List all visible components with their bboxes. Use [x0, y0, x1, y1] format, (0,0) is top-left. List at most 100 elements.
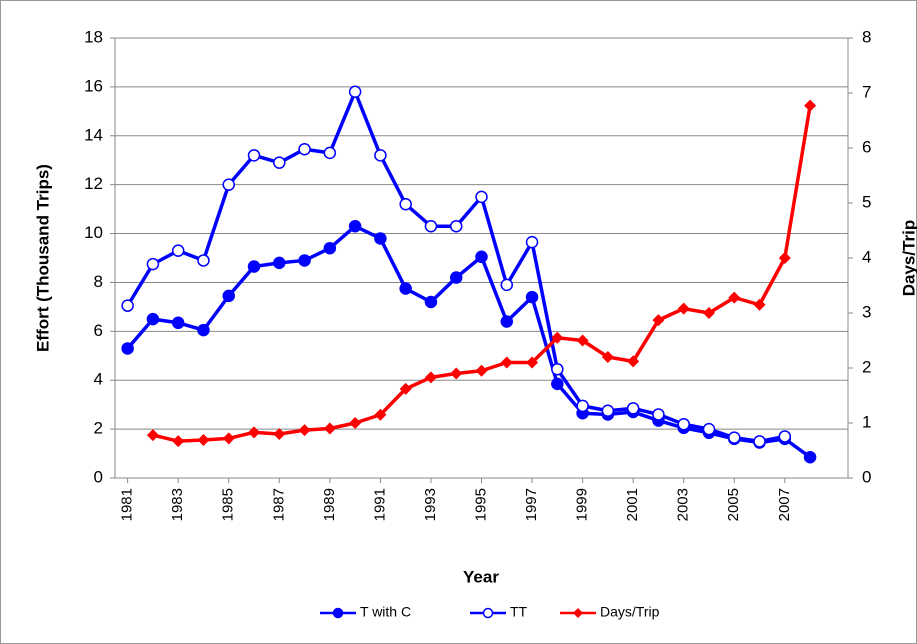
x-tick-label: 1983: [169, 488, 186, 521]
data-point: [171, 316, 185, 330]
y-tick-label: 18: [84, 27, 103, 46]
y-tick-label: 16: [84, 76, 103, 95]
legend-item: T with C: [320, 604, 411, 620]
data-point: [323, 422, 336, 435]
y-tick-label: 8: [94, 272, 103, 291]
x-tick-label: 1993: [422, 488, 439, 521]
x-tick-label: 1981: [119, 488, 136, 521]
data-point: [450, 367, 463, 380]
data-point: [778, 252, 791, 264]
x-tick-label: 2001: [624, 488, 641, 521]
data-point: [374, 149, 387, 162]
y2-tick-label: 5: [862, 192, 871, 211]
data-point: [424, 371, 437, 384]
data-point: [273, 428, 286, 440]
legend-label: Days/Trip: [600, 604, 660, 620]
data-point: [424, 219, 438, 233]
data-point: [652, 314, 665, 327]
legend-marker: [573, 608, 583, 618]
data-point: [626, 402, 640, 415]
y2-tick-label: 4: [862, 247, 871, 266]
data-point: [551, 362, 564, 376]
legend-label: T with C: [360, 604, 411, 620]
data-point: [197, 434, 210, 447]
data-point: [576, 334, 589, 347]
data-point: [500, 356, 513, 369]
y-tick-label: 4: [94, 370, 103, 389]
data-point: [348, 219, 362, 233]
data-point: [702, 307, 715, 319]
x-tick-label: 1995: [472, 488, 489, 521]
data-point: [374, 408, 387, 421]
data-point: [197, 323, 210, 337]
data-point: [753, 298, 766, 311]
x-tick-label: 2007: [776, 488, 793, 521]
y2-tick-label: 6: [862, 137, 871, 156]
y-tick-label: 0: [94, 467, 103, 486]
data-point: [399, 282, 412, 295]
y2-tick-label: 7: [862, 82, 871, 101]
data-point: [702, 422, 716, 436]
x-tick-label: 1999: [574, 488, 591, 521]
data-point: [475, 250, 488, 264]
y2-tick-label: 3: [862, 302, 871, 321]
data-point: [146, 257, 160, 271]
data-point: [728, 291, 741, 304]
data-point: [677, 417, 690, 431]
data-point: [172, 435, 185, 448]
data-point: [247, 260, 261, 273]
data-point: [627, 355, 640, 368]
y-tick-label: 2: [94, 419, 103, 438]
data-point: [146, 429, 159, 442]
data-point: [576, 399, 589, 413]
data-point: [449, 219, 463, 233]
data-point: [323, 241, 337, 255]
x-tick-label: 2003: [675, 488, 692, 521]
data-point: [475, 190, 488, 204]
series-line: [126, 224, 812, 459]
data-point: [778, 430, 792, 443]
data-point: [374, 232, 387, 245]
legend-item: Days/Trip: [560, 604, 660, 620]
data-point: [323, 146, 337, 160]
x-tick-label: 1987: [270, 488, 287, 521]
data-point: [525, 235, 539, 249]
x-tick-label: 1991: [371, 488, 388, 521]
x-axis-label: Year: [463, 567, 499, 586]
data-point: [551, 331, 564, 344]
data-point: [804, 99, 817, 112]
data-point: [652, 408, 665, 421]
data-point: [500, 278, 514, 292]
data-point: [677, 302, 690, 315]
data-point: [500, 315, 514, 328]
data-point: [248, 426, 261, 439]
data-point: [247, 149, 261, 162]
y2-tick-label: 0: [862, 467, 871, 486]
data-point: [449, 271, 463, 284]
data-point: [728, 431, 741, 444]
data-point: [298, 254, 311, 267]
y2-axis-label: Days/Trip: [899, 220, 917, 297]
y2-tick-label: 8: [862, 27, 871, 46]
data-point: [298, 142, 311, 156]
data-point: [424, 295, 438, 309]
x-tick-label: 2005: [725, 488, 742, 521]
legend-marker: [332, 607, 344, 619]
y-tick-label: 6: [94, 321, 103, 340]
x-tick-label: 1985: [220, 488, 237, 521]
y-tick-label: 14: [84, 125, 103, 144]
data-point: [171, 244, 185, 257]
data-point: [273, 256, 286, 270]
data-point: [197, 254, 210, 267]
data-point: [222, 289, 235, 303]
x-tick-label: 1989: [321, 488, 338, 521]
y2-tick-label: 1: [862, 412, 871, 431]
data-point: [121, 342, 134, 355]
y-axis-label: Effort (Thousand Trips): [33, 164, 52, 352]
data-point: [399, 382, 412, 395]
data-point: [348, 85, 362, 99]
x-tick-label: 1997: [523, 488, 540, 521]
data-point: [753, 435, 766, 448]
data-point: [399, 197, 412, 211]
